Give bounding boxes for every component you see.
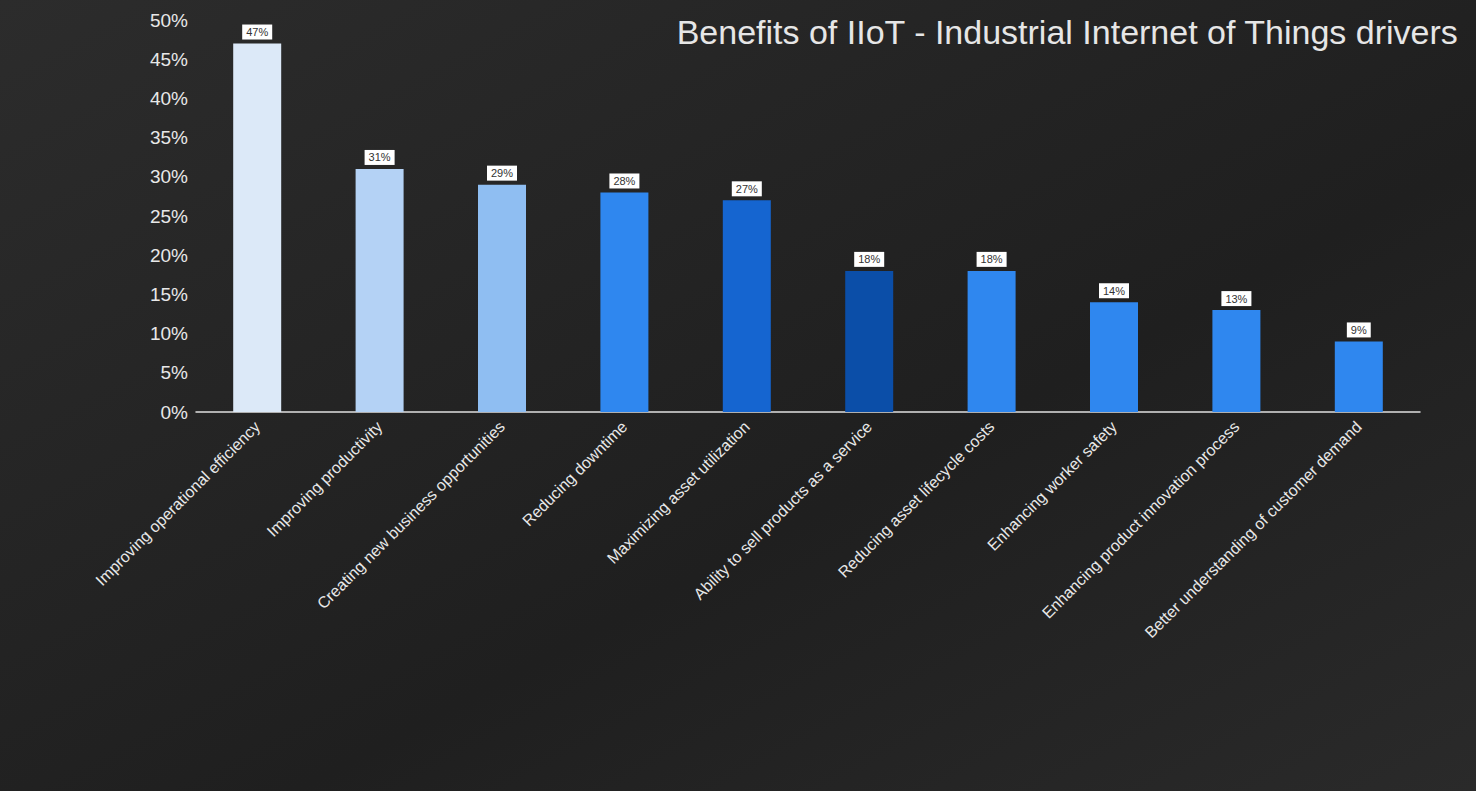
svg-text:Improving operational efficien: Improving operational efficiency	[92, 418, 263, 589]
svg-text:0%: 0%	[161, 402, 189, 423]
svg-text:5%: 5%	[161, 362, 189, 383]
svg-text:47%: 47%	[246, 26, 268, 38]
svg-text:Improving productivity: Improving productivity	[264, 418, 386, 540]
svg-text:31%: 31%	[369, 151, 391, 163]
svg-text:Benefits of IIoT - Industrial: Benefits of IIoT - Industrial Internet o…	[677, 13, 1458, 51]
svg-text:45%: 45%	[150, 49, 188, 70]
svg-text:27%: 27%	[736, 183, 758, 195]
svg-text:13%: 13%	[1225, 293, 1247, 305]
svg-text:Reducing asset lifecycle costs: Reducing asset lifecycle costs	[835, 418, 998, 581]
svg-text:15%: 15%	[150, 284, 188, 305]
svg-text:Enhancing worker safety: Enhancing worker safety	[984, 418, 1120, 554]
svg-text:18%: 18%	[981, 253, 1003, 265]
svg-text:Enhancing product innovation p: Enhancing product innovation process	[1039, 418, 1243, 622]
svg-text:28%: 28%	[613, 175, 635, 187]
svg-text:35%: 35%	[150, 127, 188, 148]
svg-text:10%: 10%	[150, 323, 188, 344]
svg-text:40%: 40%	[150, 88, 188, 109]
svg-text:9%: 9%	[1351, 324, 1367, 336]
svg-text:Reducing downtime: Reducing downtime	[519, 418, 630, 529]
svg-text:Better understanding of custom: Better understanding of customer demand	[1142, 418, 1365, 641]
svg-text:Maximizing asset utilization: Maximizing asset utilization	[604, 418, 753, 567]
svg-text:14%: 14%	[1103, 285, 1125, 297]
svg-text:18%: 18%	[858, 253, 880, 265]
svg-text:30%: 30%	[150, 166, 188, 187]
svg-text:20%: 20%	[150, 245, 188, 266]
svg-text:50%: 50%	[150, 10, 188, 31]
svg-text:25%: 25%	[150, 206, 188, 227]
svg-text:Ability to sell products as a: Ability to sell products as a service	[690, 418, 876, 603]
svg-text:29%: 29%	[491, 167, 513, 179]
svg-text:Creating new business opportun: Creating new business opportunities	[314, 418, 508, 612]
